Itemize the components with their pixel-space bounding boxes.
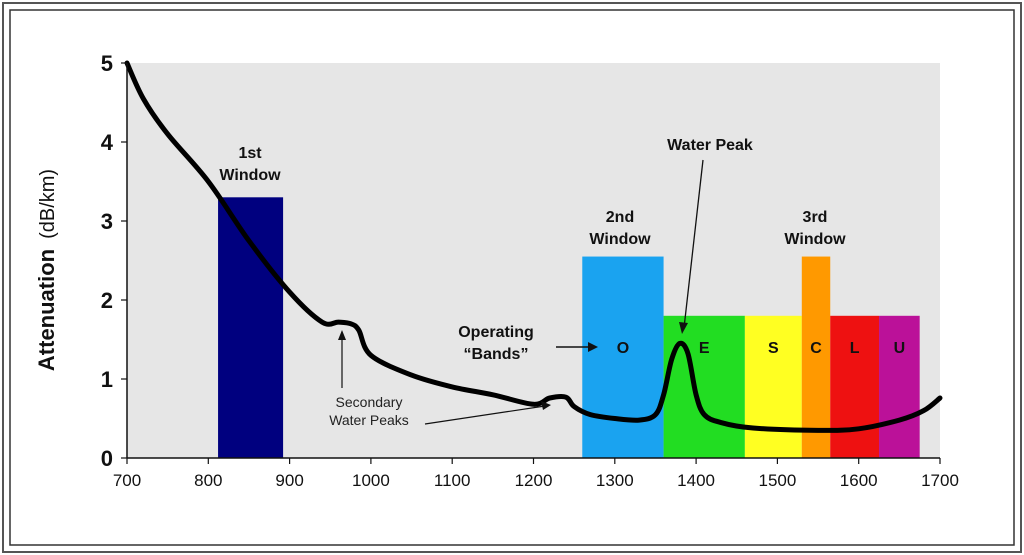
operating-bands-label-line1: Operating [458,324,534,341]
y-axis-label-main: Attenuation [34,249,59,371]
window-1-label-line1: 1st [238,145,262,162]
y-axis-label-unit: (dB/km) [37,169,59,239]
y-tick-label: 0 [101,446,113,471]
y-tick-label: 1 [101,367,113,392]
secondary-peaks-arrowhead-1 [338,330,346,340]
x-tick-label: 800 [194,471,222,490]
x-tick-label: 1200 [515,471,553,490]
operating-bands-arrowhead [588,342,598,352]
curve-layer [124,60,943,433]
x-tick-label: 900 [275,471,303,490]
x-tick-label: 700 [113,471,141,490]
band-l-label: L [850,340,860,357]
y-tick-label: 4 [101,130,114,155]
band-e-label: E [699,340,710,357]
window-2-label-line1: 2nd [606,209,634,226]
band-o-label: O [617,340,629,357]
window-3-label-line1: 3rd [803,209,828,226]
inner-frame [9,9,1015,546]
secondary-peaks-label-line1: Secondary [336,394,403,410]
band-l-rect [830,315,880,458]
x-tick-label: 1700 [921,471,959,490]
band-u-rect [879,315,920,458]
window-1-label-line2: Window [219,167,281,184]
band-c-label: C [810,340,822,357]
band-c-rect [801,256,831,458]
band-s-rect [744,315,802,458]
band-o-rect [582,256,664,458]
secondary-peaks-arrow-2 [424,405,546,425]
x-tick-label: 1400 [677,471,715,490]
water-peak-arrowhead [679,322,688,334]
y-tick-label: 3 [101,209,113,234]
secondary-peaks-label-line2: Water Peaks [329,412,409,428]
band-e-rect [663,315,745,458]
axes-layer: 700 800 900 1000 1100 1200 1300 1400 1500 1600 170… [101,51,959,490]
window-2-label-line2: Window [589,231,651,248]
y-axis-label: Attenuation (dB/km) [34,169,59,371]
x-tick-label: 1600 [840,471,878,490]
water-peak-arrow [683,159,704,329]
x-tick-label: 1000 [352,471,390,490]
band-u-label: U [894,340,906,357]
y-tick-label: 5 [101,51,113,76]
window-3-label-line2: Window [784,231,846,248]
band-s-label: S [768,340,779,357]
water-peak-label: Water Peak [667,137,753,154]
x-tick-label: 1100 [434,471,471,490]
x-tick-label: 1500 [758,471,796,490]
y-tick-label: 2 [101,288,113,313]
operating-bands-label-line2: “Bands” [464,346,529,363]
x-tick-label: 1300 [596,471,634,490]
attenuation-curve [124,60,943,433]
secondary-peaks-arrowhead-2 [541,401,551,410]
window-1-rect [218,197,284,459]
